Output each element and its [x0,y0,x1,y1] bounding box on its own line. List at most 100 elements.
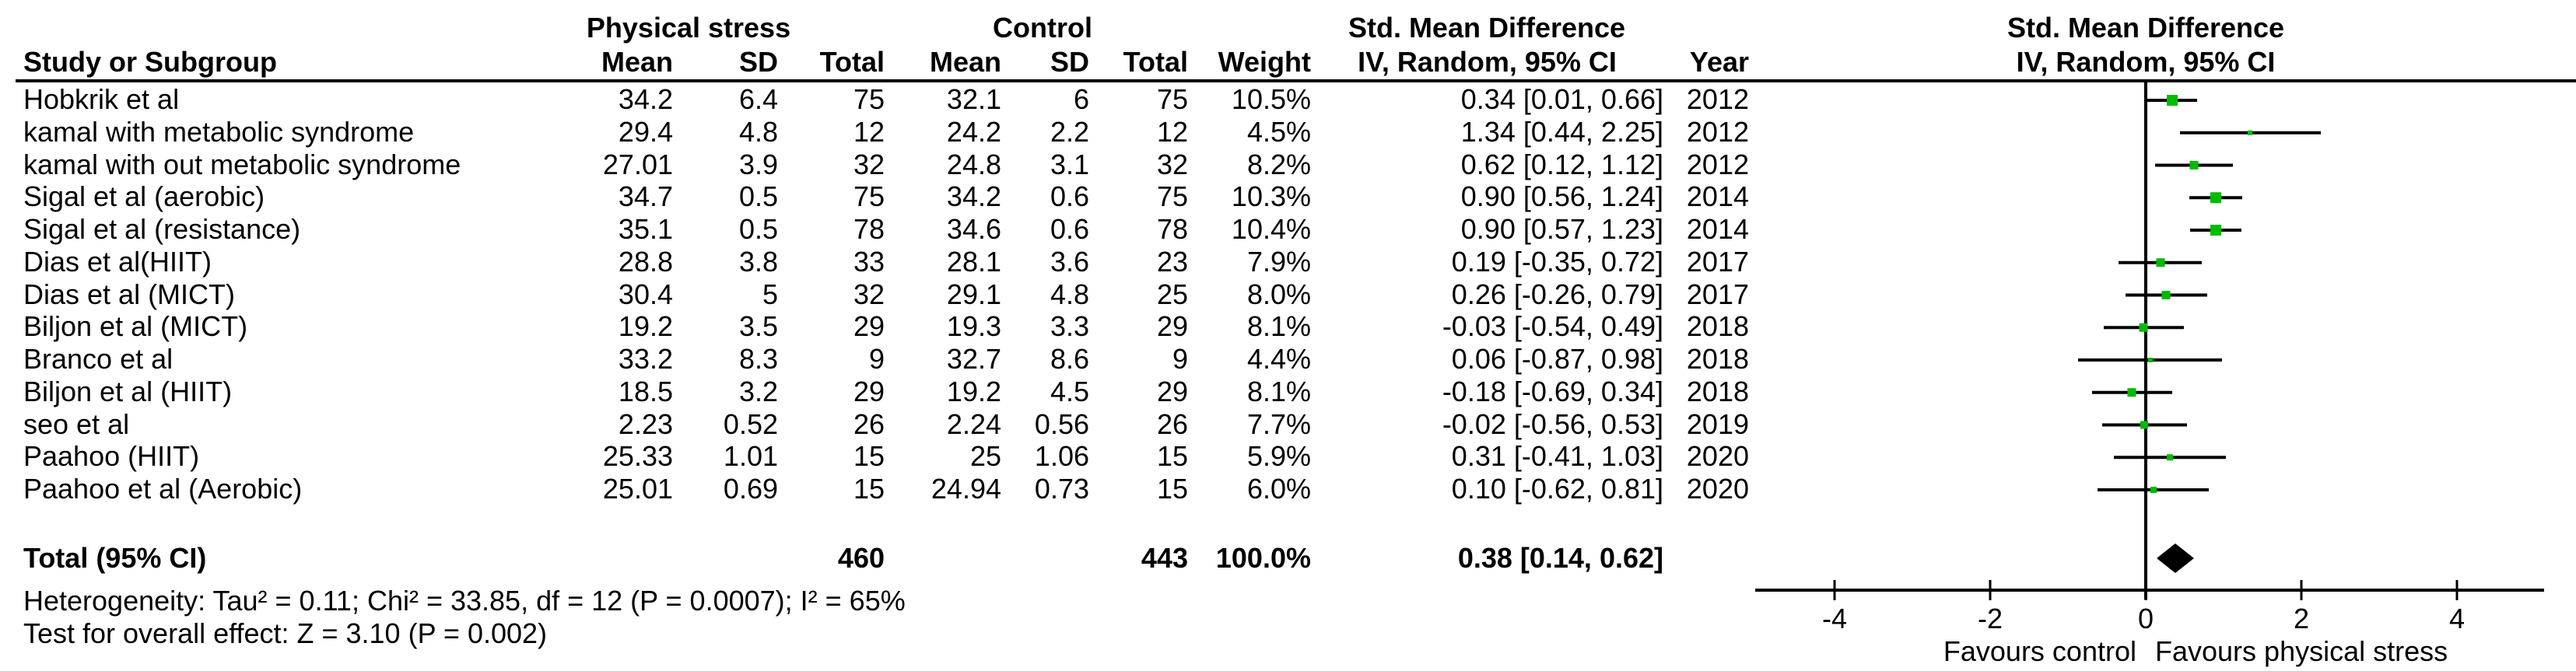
study-name-cell: Biljon et al (HIIT) [23,375,233,407]
sd-cell: 3.6 [1050,245,1089,278]
total-cell: 29 [1156,310,1188,343]
effect-square [2140,421,2148,429]
column-header-total1: Total [819,46,885,78]
weight-cell: 7.9% [1246,245,1311,278]
total-cell: 15 [1156,440,1188,473]
sd-cell: 0.5 [738,180,778,213]
ci-cell: 0.31 [-0.41, 1.03] [1451,440,1663,473]
total-total2: 443 [1141,542,1188,574]
heterogeneity-text: Heterogeneity: Tau² = 0.11; Chi² = 33.85… [23,585,906,617]
total-cell: 12 [853,115,885,148]
mean-cell: 2.24 [946,407,1001,440]
effect-square [2150,487,2157,493]
total-cell: 32 [853,148,885,180]
axis-tick-label: -2 [1978,603,2003,634]
mean-cell: 34.2 [618,83,673,115]
total-weight: 100.0% [1215,542,1311,574]
effect-square [2248,130,2252,135]
year-cell: 2018 [1686,375,1749,407]
sd-cell: 0.73 [1034,473,1089,505]
ci-cell: 0.06 [-0.87, 0.98] [1451,343,1663,375]
total-sd1 [673,542,778,575]
mean-cell: 33.2 [618,343,673,375]
weight-cell: 8.1% [1246,310,1311,343]
study-name-cell: Biljon et al (MICT) [23,310,248,343]
favours-control-label: Favours control [1943,635,2136,667]
total-diamond [2157,543,2194,573]
year-cell: 2014 [1686,180,1749,213]
study-name-cell: kamal with metabolic syndrome [23,115,415,148]
sd-cell: 8.3 [738,343,778,375]
total-cell: 78 [1156,213,1188,245]
total-cell: 9 [1172,343,1188,375]
total-mean1 [545,542,673,575]
total-cell: 12 [1156,115,1188,148]
total-year [1663,542,1749,575]
year-cell: 2018 [1686,343,1749,375]
effect-square [2167,454,2173,461]
sd-cell: 0.52 [723,407,778,440]
sd-cell: 0.6 [1050,213,1089,245]
total-mean2 [885,542,1001,575]
effect-square [2148,358,2153,362]
study-name-cell: kamal with out metabolic syndrome [23,148,461,180]
total-cell: 15 [853,440,885,473]
column-header-sd2: SD [1050,46,1089,78]
mean-cell: 34.7 [618,180,673,213]
total-cell: 75 [853,83,885,115]
ci-cell: -0.03 [-0.54, 0.49] [1442,310,1663,343]
mean-cell: 25.01 [602,473,673,505]
total-cell: 26 [853,407,885,440]
column-header-study: Study or Subgroup [23,46,277,78]
mean-cell: 30.4 [618,278,673,310]
mean-cell: 34.2 [946,180,1001,213]
total-sd2 [1001,542,1089,575]
year-cell: 2018 [1686,310,1749,343]
plot-subheader: IV, Random, 95% CI [2016,46,2276,78]
total-cell: 33 [853,245,885,278]
total-cell: 29 [853,310,885,343]
total-cell: 25 [1156,278,1188,310]
effect-square [2139,323,2148,332]
study-name-cell: Sigal et al (aerobic) [23,180,265,213]
sd-cell: 4.5 [1050,375,1089,407]
weight-cell: 8.1% [1246,375,1311,407]
axis-tick-label: 0 [2138,603,2154,634]
year-cell: 2020 [1686,473,1749,505]
sd-cell: 0.56 [1034,407,1089,440]
column-header-total2: Total [1123,46,1188,78]
ci-cell: 0.90 [0.56, 1.24] [1460,180,1663,213]
study-name-cell: Branco et al [23,343,173,375]
sd-cell: 3.2 [738,375,778,407]
sd-cell: 8.6 [1050,343,1089,375]
weight-cell: 10.3% [1231,180,1311,213]
study-name-cell: Sigal et al (resistance) [23,213,301,245]
axis-tick-label: 4 [2449,603,2465,634]
sd-cell: 4.8 [1050,278,1089,310]
year-cell: 2014 [1686,213,1749,245]
effect-square [2210,225,2221,236]
sd-cell: 4.8 [738,115,778,148]
column-header-weight: Weight [1218,46,1311,78]
sd-cell: 3.3 [1050,310,1089,343]
weight-cell: 7.7% [1246,407,1311,440]
mean-cell: 34.6 [946,213,1001,245]
mean-cell: 25.33 [602,440,673,473]
weight-cell: 10.4% [1231,213,1311,245]
mean-cell: 2.23 [618,407,673,440]
weight-cell: 4.4% [1246,343,1311,375]
weight-cell: 8.0% [1246,278,1311,310]
mean-cell: 19.3 [946,310,1001,343]
column-header-mean2: Mean [929,46,1001,78]
sd-cell: 3.5 [738,310,778,343]
column-header-sd1: SD [738,46,778,78]
total-cell: 32 [1156,148,1188,180]
axis-tick-label: 2 [2294,603,2309,634]
group2-header: Control [993,12,1092,44]
header-row-columns: Study or Subgroup Mean SD Total Mean SD … [0,45,1749,79]
sd-cell: 0.5 [738,213,778,245]
effect-square [2189,161,2199,169]
column-header-year: Year [1689,46,1749,78]
mean-cell: 24.94 [931,473,1001,505]
